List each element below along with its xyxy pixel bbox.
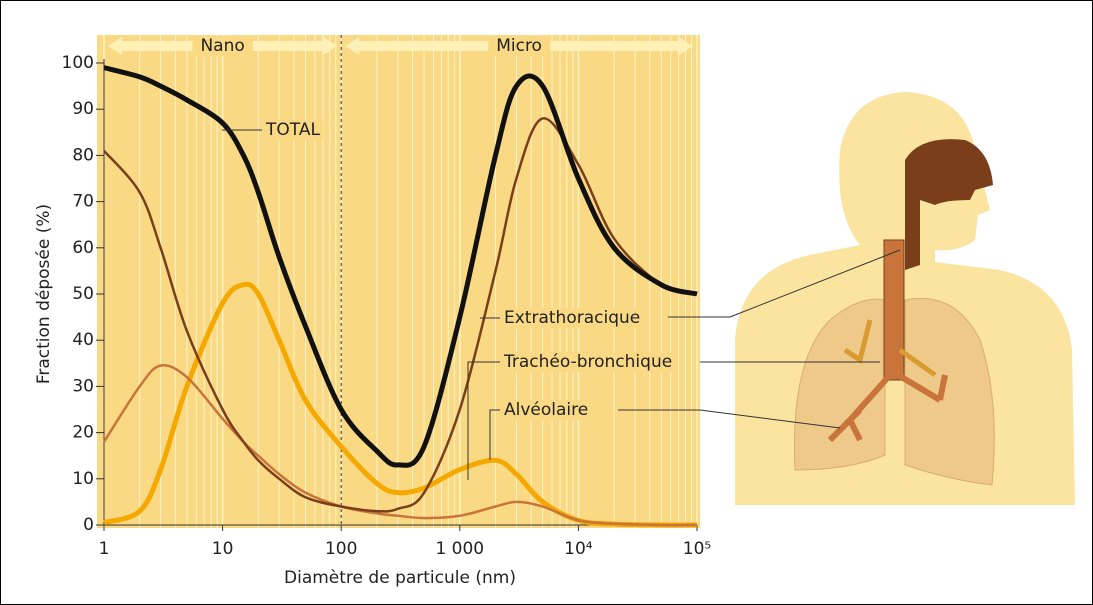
x-tick-label: 1 000 bbox=[435, 539, 484, 559]
region-label: Nano bbox=[200, 36, 244, 56]
plot-background bbox=[97, 35, 700, 528]
y-tick-label: 20 bbox=[72, 423, 94, 443]
x-tick-label: 100 bbox=[325, 539, 357, 559]
y-tick-label: 70 bbox=[72, 192, 94, 212]
y-tick-label: 60 bbox=[72, 238, 94, 258]
y-tick-label: 80 bbox=[72, 145, 94, 165]
y-tick-label: 10 bbox=[72, 469, 94, 489]
x-tick-label: 10⁵ bbox=[683, 539, 711, 559]
x-tick-label: 10 bbox=[212, 539, 234, 559]
y-axis-label: Fraction déposée (%) bbox=[34, 204, 54, 384]
y-tick-label: 100 bbox=[62, 53, 94, 73]
y-tick-label: 90 bbox=[72, 99, 94, 119]
series-label: Alvéolaire bbox=[504, 400, 588, 420]
x-tick-label: 10⁴ bbox=[564, 539, 593, 559]
x-tick-label: 1 bbox=[99, 539, 110, 559]
series-label: Extrathoracique bbox=[504, 308, 640, 328]
y-tick-label: 30 bbox=[72, 376, 94, 396]
series-label: TOTAL bbox=[265, 120, 320, 140]
y-tick-label: 0 bbox=[83, 515, 94, 535]
chart: Diamètre de particule (nm) Fraction dépo… bbox=[0, 0, 1093, 605]
y-tick-label: 50 bbox=[72, 284, 94, 304]
x-axis-label: Diamètre de particule (nm) bbox=[284, 568, 516, 588]
y-tick-label: 40 bbox=[72, 330, 94, 350]
series-label: Trachéo-bronchique bbox=[503, 352, 672, 372]
region-label: Micro bbox=[496, 36, 542, 56]
